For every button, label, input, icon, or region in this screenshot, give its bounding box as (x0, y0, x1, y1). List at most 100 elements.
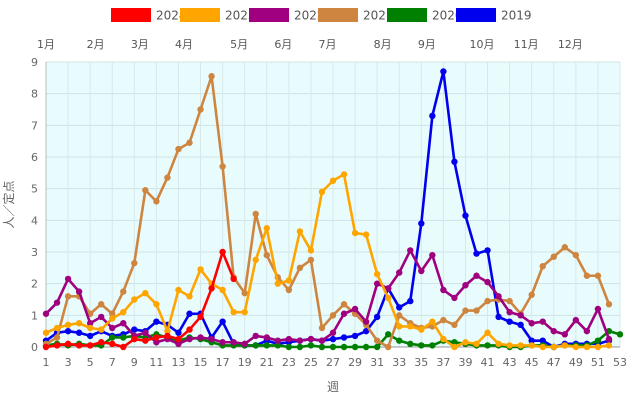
data-point-2024 (208, 285, 215, 292)
month-label: 1月 (37, 38, 55, 51)
month-label: 7月 (318, 38, 336, 51)
legend-item-2022: 2022 (249, 8, 325, 23)
x-tick-label: 41 (481, 356, 495, 369)
x-tick-label: 9 (131, 356, 138, 369)
data-point-2021 (285, 286, 293, 294)
data-point-2022 (550, 327, 557, 335)
data-point-2021 (451, 321, 458, 329)
data-point-2021 (109, 310, 116, 317)
data-point-2019 (429, 112, 436, 120)
data-point-2020 (296, 343, 304, 351)
data-point-2024 (153, 334, 160, 341)
data-point-2019 (329, 335, 337, 343)
data-point-2022 (451, 294, 458, 302)
data-point-2020 (307, 342, 315, 349)
data-point-2021 (97, 301, 105, 308)
y-tick-label: 0 (31, 341, 38, 354)
data-point-2023 (362, 231, 370, 238)
month-label: 8月 (374, 38, 392, 51)
data-point-2023 (605, 342, 613, 349)
data-point-2021 (572, 251, 580, 259)
data-point-2023 (197, 266, 204, 273)
data-point-2022 (473, 272, 480, 279)
data-point-2021 (473, 307, 480, 314)
data-point-2023 (495, 340, 502, 348)
x-tick-label: 27 (326, 356, 340, 369)
data-point-2019 (86, 332, 94, 340)
legend-label-2022: 2022 (294, 9, 325, 23)
x-tick-label: 21 (260, 356, 274, 369)
data-point-2022 (572, 316, 580, 324)
data-point-2022 (583, 327, 591, 335)
data-point-2019 (407, 297, 414, 305)
data-point-2023 (561, 342, 569, 349)
x-tick-label: 37 (436, 356, 450, 369)
data-point-2023 (296, 228, 304, 235)
legend-swatch-2019 (456, 8, 496, 22)
data-point-2022 (340, 310, 348, 317)
data-point-2024 (42, 343, 50, 351)
data-point-2019 (539, 337, 546, 344)
data-point-2023 (583, 343, 591, 351)
data-point-2024 (131, 335, 138, 343)
data-point-2020 (418, 342, 425, 349)
data-point-2023 (241, 308, 248, 316)
data-point-2023 (186, 293, 193, 300)
data-point-2022 (462, 282, 469, 289)
x-tick-label: 31 (370, 356, 384, 369)
data-point-2023 (318, 188, 326, 196)
data-point-2020 (329, 343, 337, 351)
x-tick-label: 3 (65, 356, 72, 369)
data-point-2020 (484, 342, 491, 349)
data-point-2023 (506, 342, 513, 349)
data-point-2023 (53, 324, 61, 332)
data-point-2024 (53, 342, 61, 349)
month-label: 9月 (418, 38, 436, 51)
data-point-2021 (594, 272, 602, 279)
data-point-2019 (495, 313, 502, 321)
data-point-2024 (230, 275, 237, 283)
series-line-2023 (45, 173, 610, 349)
legend-swatch-2021 (318, 8, 358, 22)
data-point-2022 (561, 331, 569, 338)
data-point-2021 (241, 289, 248, 297)
data-point-2020 (263, 342, 270, 349)
y-tick-label: 1 (31, 309, 38, 322)
month-label: 3月 (131, 38, 149, 51)
data-point-2019 (517, 321, 524, 329)
data-point-2024 (109, 340, 116, 348)
legend-label-2020: 2020 (432, 9, 463, 23)
data-point-2020 (373, 343, 381, 351)
x-tick-label: 7 (109, 356, 116, 369)
data-point-2022 (274, 337, 282, 344)
data-point-2022 (351, 305, 359, 313)
data-point-2019 (64, 327, 72, 335)
data-point-2020 (318, 343, 326, 351)
data-point-2022 (219, 339, 226, 346)
data-point-2022 (53, 299, 61, 306)
data-point-2022 (307, 335, 315, 343)
data-point-2022 (594, 305, 602, 313)
data-point-2022 (418, 267, 425, 275)
data-point-2022 (517, 312, 524, 319)
data-point-2022 (407, 247, 414, 254)
data-point-2021 (340, 301, 348, 308)
data-point-2022 (318, 337, 326, 344)
month-label: 5月 (230, 38, 248, 51)
data-point-2021 (153, 198, 160, 205)
data-point-2023 (351, 229, 359, 237)
data-point-2021 (384, 343, 392, 351)
month-label: 2月 (87, 38, 105, 51)
x-tick-label: 29 (348, 356, 362, 369)
data-point-2021 (142, 187, 149, 194)
data-point-2024 (164, 332, 171, 340)
x-tick-label: 53 (613, 356, 627, 369)
x-tick-label: 35 (414, 356, 428, 369)
x-tick-label: 23 (282, 356, 296, 369)
data-point-2023 (539, 343, 546, 351)
data-point-2022 (197, 334, 204, 341)
data-point-2019 (186, 310, 193, 317)
data-point-2021 (550, 253, 557, 260)
x-tick-label: 19 (238, 356, 252, 369)
